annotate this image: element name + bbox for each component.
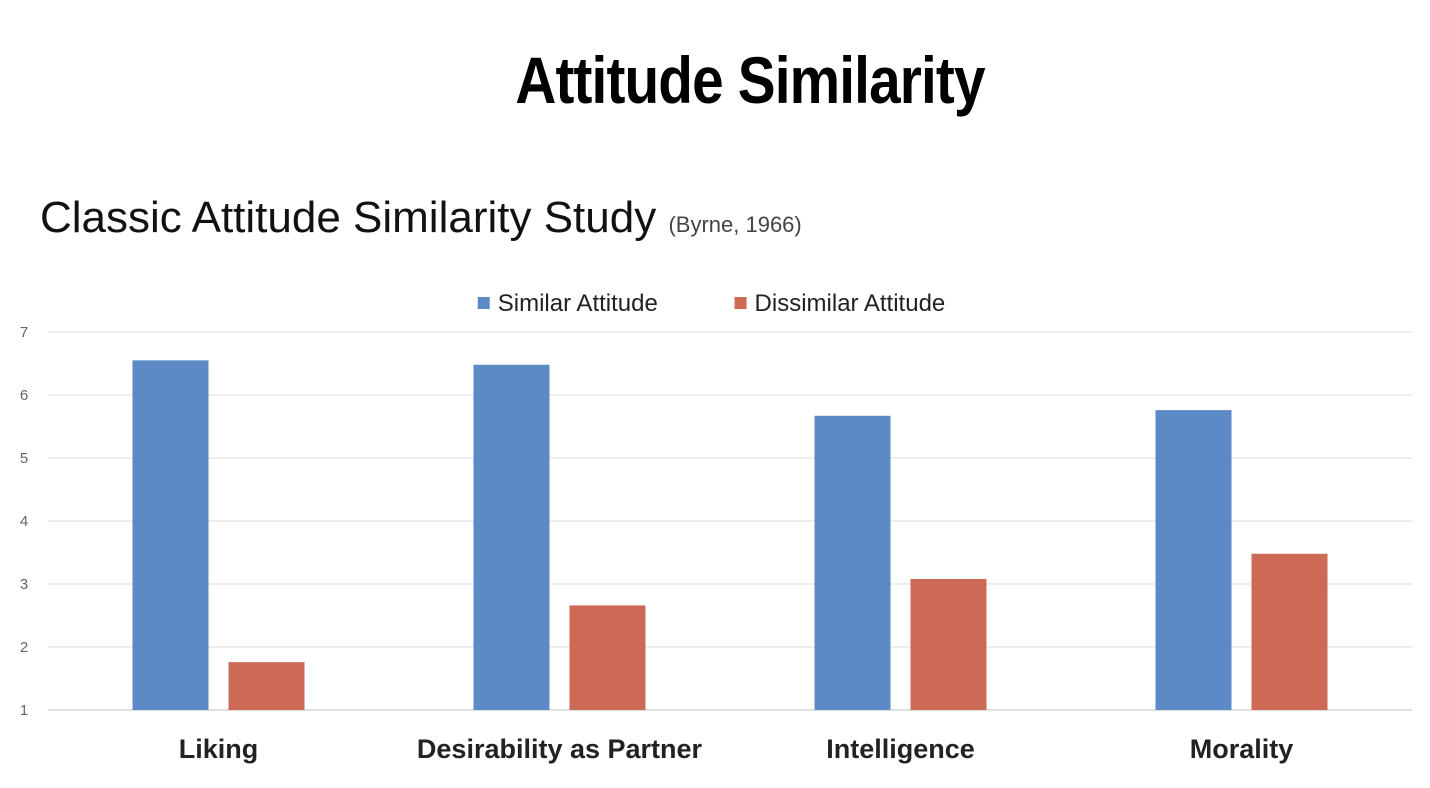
chart-heading-text: Classic Attitude Similarity Study <box>40 193 657 242</box>
y-tick-label: 1 <box>20 702 28 719</box>
x-category-label: Intelligence <box>826 734 975 764</box>
bar-dissimilar <box>1251 553 1328 710</box>
x-category-label: Morality <box>1190 734 1294 764</box>
legend-label: Similar Attitude <box>498 290 658 317</box>
chart-heading: Classic Attitude Similarity Study (Byrne… <box>40 193 802 243</box>
y-tick-label: 7 <box>20 324 28 341</box>
legend: Similar Attitude Dissimilar Attitude <box>477 290 946 317</box>
bar-similar <box>1155 410 1232 710</box>
slide-title: Attitude Similarity <box>515 43 985 117</box>
x-category-label: Liking <box>179 734 259 764</box>
bar-dissimilar <box>569 605 646 710</box>
bar-dissimilar <box>228 662 305 710</box>
x-axis: Liking Desirability as Partner Intelligenc… <box>179 734 1294 764</box>
y-tick-label: 6 <box>20 387 28 404</box>
legend-swatch <box>734 297 747 309</box>
bar-dissimilar <box>910 578 987 710</box>
citation: (Byrne, 1966) <box>668 212 802 237</box>
y-tick-label: 4 <box>20 513 28 530</box>
legend-swatch <box>477 297 490 309</box>
y-tick-label: 3 <box>20 576 28 593</box>
legend-label: Dissimilar Attitude <box>755 290 946 317</box>
bar-similar <box>132 360 209 710</box>
y-tick-label: 2 <box>20 639 28 656</box>
bars <box>132 360 1328 710</box>
y-axis: 1 2 3 4 5 6 7 <box>20 324 28 719</box>
bar-similar <box>814 415 891 710</box>
x-category-label: Desirability as Partner <box>417 734 703 764</box>
y-tick-label: 5 <box>20 450 28 467</box>
bar-similar <box>473 364 550 710</box>
